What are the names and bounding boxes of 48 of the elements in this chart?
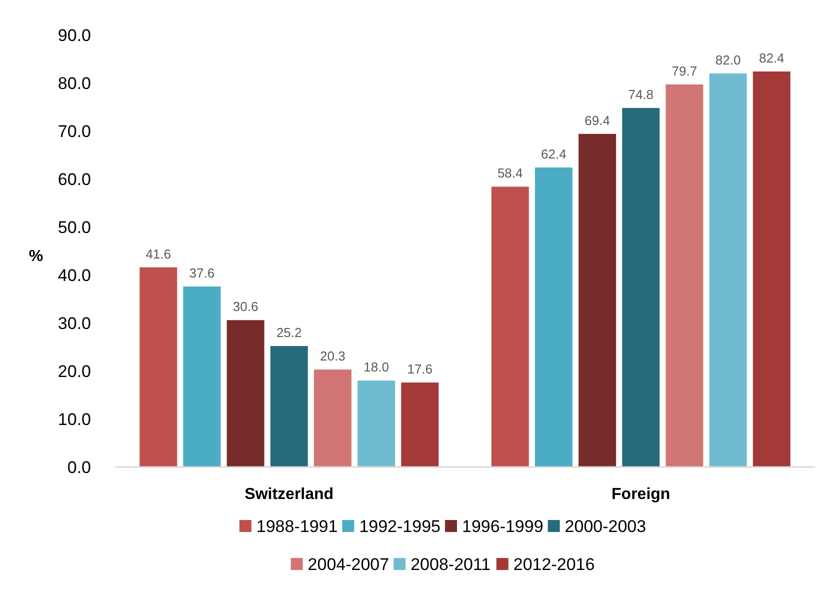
bar	[491, 186, 529, 467]
bar	[401, 382, 439, 467]
y-tick-label: 80.0	[58, 74, 91, 93]
legend-label: 2008-2011	[410, 554, 491, 574]
data-label: 30.6	[232, 299, 258, 314]
data-label: 41.6	[146, 246, 172, 262]
bar	[358, 380, 396, 467]
data-label: 74.8	[628, 86, 654, 102]
data-label: 58.4	[497, 166, 523, 181]
y-tick-label: 50.0	[58, 218, 91, 237]
legend-label: 1992-1995	[359, 516, 441, 536]
data-label: 79.7	[672, 63, 698, 78]
bar	[140, 267, 178, 467]
bar	[226, 320, 264, 467]
bar	[578, 134, 616, 467]
bar	[752, 71, 790, 467]
y-tick-label: 0.0	[67, 458, 91, 477]
data-label: 62.4	[541, 146, 566, 162]
legend-label: 1996-1999	[462, 516, 544, 536]
y-tick-label: 90.0	[58, 26, 91, 45]
x-tick-label: Foreign	[612, 486, 670, 503]
data-label: 82.4	[758, 50, 784, 66]
x-tick-label: Switzerland	[244, 486, 334, 503]
bar	[270, 346, 308, 467]
legend-label: 1988-1991	[256, 516, 338, 536]
data-label: 69.4	[584, 112, 610, 128]
y-tick-label: 10.0	[58, 410, 91, 429]
y-tick-label: 40.0	[58, 266, 91, 285]
data-label: 25.2	[276, 325, 302, 340]
legend-label: 2012-2016	[513, 554, 595, 574]
bar	[314, 370, 352, 467]
data-label: 82.0	[715, 52, 741, 68]
data-label: 37.6	[189, 266, 215, 281]
bar	[709, 73, 747, 467]
legend-label: 2004-2007	[308, 554, 390, 574]
bar	[183, 286, 221, 467]
y-tick-label: 70.0	[58, 122, 91, 141]
bar	[622, 108, 660, 467]
y-axis-title: %	[28, 248, 44, 265]
data-label: 18.0	[364, 360, 389, 375]
y-tick-label: 20.0	[58, 362, 91, 381]
data-label: 20.3	[320, 348, 346, 364]
y-tick-label: 60.0	[58, 170, 91, 189]
data-label: 17.6	[407, 362, 433, 377]
bar	[534, 167, 572, 467]
legend-label: 2000-2003	[564, 516, 646, 536]
y-tick-label: 30.0	[58, 314, 91, 333]
bar	[666, 84, 704, 467]
